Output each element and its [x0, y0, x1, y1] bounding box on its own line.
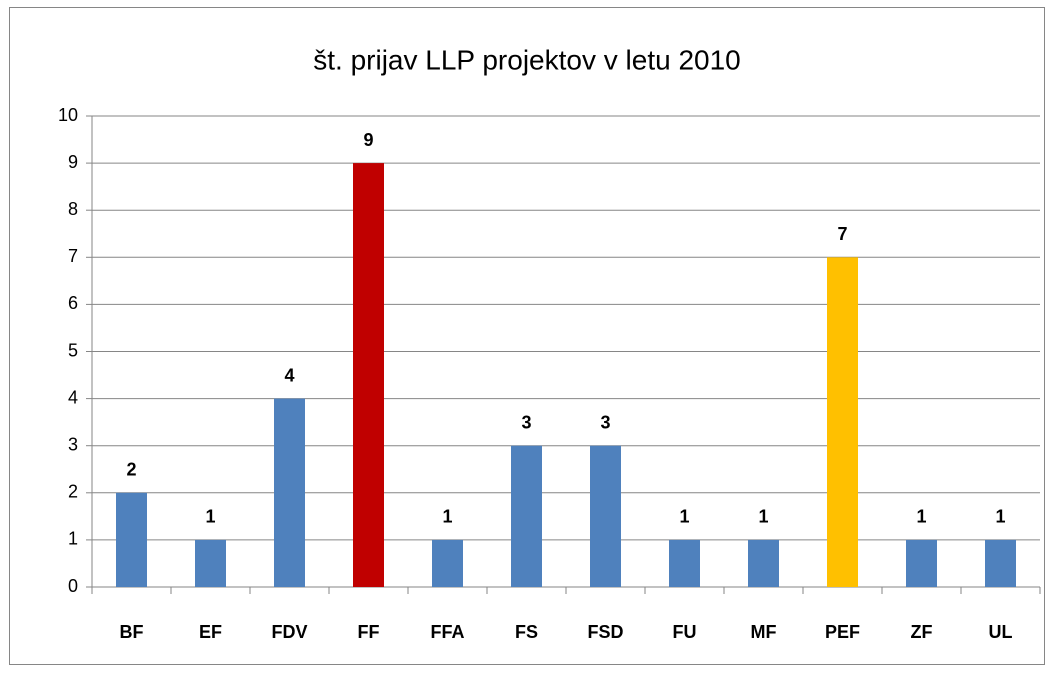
x-tick-label: UL [989, 622, 1013, 642]
x-tick-label: PEF [825, 622, 860, 642]
y-tick-label: 6 [68, 293, 78, 313]
x-tick-label: BF [120, 622, 144, 642]
y-tick-label: 10 [58, 105, 78, 125]
x-tick-label: FF [358, 622, 380, 642]
data-label: 9 [363, 130, 373, 150]
data-label: 1 [995, 507, 1005, 527]
chart-title: št. prijav LLP projektov v letu 2010 [313, 44, 741, 75]
data-label: 1 [916, 507, 926, 527]
y-tick-label: 8 [68, 199, 78, 219]
data-label: 3 [600, 412, 610, 432]
data-label: 1 [758, 507, 768, 527]
x-tick-label: ZF [911, 622, 933, 642]
bar [353, 163, 384, 587]
bar [669, 539, 700, 587]
bar [511, 445, 542, 587]
bar [432, 539, 463, 587]
data-label: 3 [521, 412, 531, 432]
data-label: 4 [284, 365, 294, 385]
y-tick-label: 9 [68, 152, 78, 172]
x-tick-label: FSD [588, 622, 624, 642]
data-label: 1 [679, 507, 689, 527]
bar [116, 492, 147, 587]
y-tick-label: 4 [68, 387, 78, 407]
y-tick-label: 1 [68, 529, 78, 549]
data-label: 1 [442, 507, 452, 527]
bar [985, 539, 1016, 587]
bar [195, 539, 226, 587]
y-tick-label: 7 [68, 246, 78, 266]
data-label: 1 [205, 507, 215, 527]
x-tick-label: FU [673, 622, 697, 642]
bar [748, 539, 779, 587]
x-tick-label: EF [199, 622, 222, 642]
x-tick-label: FS [515, 622, 538, 642]
x-tick-label: MF [751, 622, 777, 642]
y-tick-label: 5 [68, 340, 78, 360]
x-tick-label: FFA [431, 622, 465, 642]
x-tick-label: FDV [272, 622, 308, 642]
data-label: 2 [126, 460, 136, 480]
bar [827, 257, 858, 587]
y-tick-label: 0 [68, 576, 78, 596]
y-tick-label: 3 [68, 434, 78, 454]
data-label: 7 [837, 224, 847, 244]
bar [274, 398, 305, 587]
bar [906, 539, 937, 587]
bar [590, 445, 621, 587]
y-tick-label: 2 [68, 482, 78, 502]
